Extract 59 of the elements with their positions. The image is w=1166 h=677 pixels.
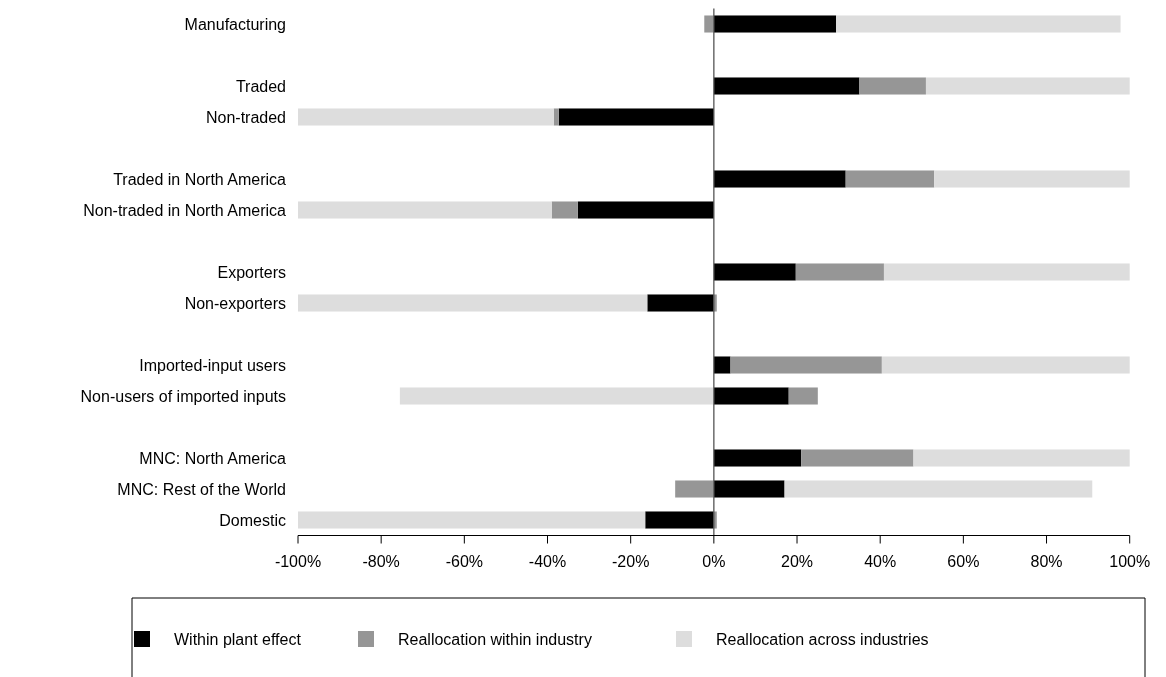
y-tick-label: Domestic — [219, 511, 286, 529]
bar — [298, 108, 554, 126]
x-tick-label: -60% — [445, 552, 484, 570]
bar — [298, 511, 646, 529]
bar — [645, 511, 714, 529]
bar — [713, 356, 731, 374]
bar — [399, 387, 714, 405]
bar — [788, 387, 818, 405]
bar — [577, 201, 714, 219]
bar — [298, 201, 552, 219]
x-tick-label: -100% — [274, 552, 322, 570]
bar — [730, 356, 882, 374]
y-tick-label: Non-traded — [205, 108, 286, 126]
bar — [836, 15, 1121, 33]
y-tick-label: Traded in North America — [113, 170, 287, 188]
bar — [713, 170, 846, 188]
bar — [859, 77, 926, 95]
y-tick-label: Non-users of imported inputs — [80, 387, 286, 405]
x-tick-label: 80% — [1030, 552, 1063, 570]
bar — [298, 294, 648, 312]
legend-label: Reallocation within industry — [398, 631, 592, 648]
bar — [558, 108, 714, 126]
x-tick-label: 0% — [702, 552, 726, 570]
x-tick-label: -40% — [528, 552, 567, 570]
bar — [845, 170, 935, 188]
bar — [934, 170, 1130, 188]
legend-label: Within plant effect — [174, 631, 302, 648]
x-tick-label: -20% — [612, 552, 650, 570]
x-tick-label: 60% — [947, 552, 980, 570]
bar — [801, 449, 914, 467]
x-tick-label: -80% — [362, 552, 400, 570]
bar — [675, 480, 714, 498]
bar — [784, 480, 1093, 498]
bar — [551, 201, 578, 219]
y-tick-label: MNC: Rest of the World — [117, 480, 286, 498]
y-tick-label: Non-exporters — [184, 294, 286, 312]
x-tick-label: 20% — [781, 552, 814, 570]
x-tick-label: 40% — [864, 552, 897, 570]
y-tick-label: Non-traded in North America — [83, 201, 287, 219]
bar — [881, 356, 1130, 374]
bar — [647, 294, 714, 312]
bar — [795, 263, 884, 281]
bar — [713, 449, 802, 467]
bar — [913, 449, 1130, 467]
legend-label: Reallocation across industries — [716, 631, 929, 648]
y-tick-label: Exporters — [217, 263, 286, 281]
bar — [713, 480, 785, 498]
bar — [553, 108, 559, 126]
x-tick-label: 100% — [1109, 552, 1151, 570]
y-tick-label: MNC: North America — [139, 449, 287, 467]
y-tick-label: Manufacturing — [184, 15, 286, 33]
bar — [713, 77, 860, 95]
bar — [713, 263, 796, 281]
bar — [883, 263, 1130, 281]
y-tick-label: Imported-input users — [139, 356, 286, 374]
bar — [713, 387, 789, 405]
bar — [925, 77, 1130, 95]
y-tick-label: Traded — [235, 77, 286, 95]
bar — [713, 15, 837, 33]
